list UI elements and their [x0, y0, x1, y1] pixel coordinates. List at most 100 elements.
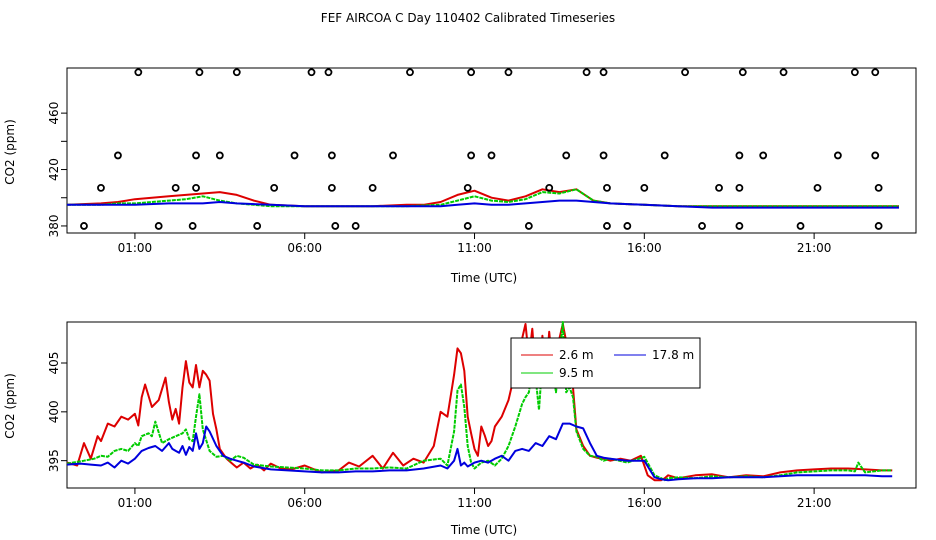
calibration-point — [833, 151, 842, 160]
bottom-series-9.5m-line — [66, 321, 893, 482]
bottom-y-tick-label: 405 — [47, 352, 61, 375]
calibration-point — [738, 68, 747, 77]
calibration-point — [681, 68, 689, 77]
calibration-point — [307, 68, 316, 77]
calibration-point — [331, 222, 340, 230]
bottom-y-label: CO2 (ppm) — [3, 373, 17, 439]
top-y-tick-label: 460 — [47, 102, 61, 125]
bottom-x-tick-label: 06:00 — [287, 496, 322, 510]
calibration-point — [188, 222, 197, 230]
calibration-point — [582, 68, 591, 77]
calibration-point — [97, 183, 105, 192]
calibration-point — [735, 151, 744, 160]
calibration-point — [660, 151, 669, 160]
top-series-blue-line — [67, 199, 899, 209]
top-y-tick-label: 420 — [47, 158, 61, 181]
bottom-x-tick-label: 01:00 — [118, 496, 153, 510]
bottom-x-tick-label: 21:00 — [797, 496, 832, 510]
legend-label-2.6m: 2.6 m — [559, 348, 594, 362]
bottom-series-17.8m-line — [66, 422, 893, 482]
calibration-point — [290, 151, 299, 160]
calibration-point — [524, 222, 533, 230]
legend-label-17.8m: 17.8 m — [652, 348, 694, 362]
top-x-axis: 01:00 06:00 11:00 16:00 21:00 — [118, 233, 832, 255]
calibration-point — [134, 68, 143, 77]
calibration-point — [874, 222, 883, 230]
calibration-point — [813, 183, 822, 192]
top-panel: 01:00 06:00 11:00 16:00 21:00 380 420 460 Time… — [3, 67, 917, 285]
calibration-point — [599, 151, 608, 160]
top-x-tick-label: 21:00 — [797, 241, 832, 255]
calibration-point — [80, 222, 88, 230]
calibration-point — [871, 68, 880, 77]
bottom-y-tick-label: 395 — [47, 449, 61, 472]
calibration-point — [874, 183, 883, 192]
bottom-x-tick-label: 11:00 — [457, 496, 492, 510]
calibration-point — [759, 151, 768, 160]
bottom-y-tick-label: 400 — [47, 400, 61, 423]
legend: 2.6 m 9.5 m 17.8 m — [510, 337, 701, 389]
calibration-point — [389, 151, 397, 160]
top-calibration-points — [80, 68, 883, 230]
calibration-point — [368, 183, 377, 192]
bottom-series-2.6m-line — [66, 323, 893, 482]
bottom-y-axis: 395 400 405 — [47, 352, 67, 472]
legend-label-9.5m: 9.5 m — [559, 366, 594, 380]
bottom-plot-frame — [66, 321, 917, 489]
bottom-x-label: Time (UTC) — [450, 523, 517, 537]
calibration-point — [406, 68, 414, 77]
calibration-point — [735, 183, 744, 192]
calibration-point — [270, 183, 279, 192]
calibration-point — [324, 68, 333, 77]
top-x-tick-label: 11:00 — [457, 241, 492, 255]
top-x-tick-label: 16:00 — [627, 241, 662, 255]
figure-title: FEF AIRCOA C Day 110402 Calibrated Times… — [321, 11, 615, 25]
calibration-point — [327, 151, 336, 160]
calibration-point — [562, 151, 571, 160]
top-x-tick-label: 06:00 — [287, 241, 322, 255]
calibration-point — [232, 68, 241, 77]
calibration-point — [215, 151, 224, 160]
calibration-point — [171, 183, 180, 192]
top-plot-frame — [66, 67, 917, 234]
calibration-point — [735, 222, 744, 230]
calibration-point — [796, 222, 805, 230]
calibration-point — [467, 151, 476, 160]
calibration-point — [850, 68, 859, 77]
legend-box — [510, 337, 701, 389]
calibration-point — [192, 151, 200, 160]
calibration-point — [715, 183, 723, 192]
bottom-panel: 01:00 06:00 11:00 16:00 21:00 395 400 405 Time… — [3, 321, 917, 537]
top-x-tick-label: 01:00 — [118, 241, 153, 255]
calibration-point — [603, 222, 611, 230]
top-y-label: CO2 (ppm) — [3, 119, 17, 185]
calibration-point — [487, 151, 496, 160]
calibration-point — [779, 68, 788, 77]
top-series — [66, 188, 899, 209]
bottom-series — [66, 321, 893, 482]
calibration-point — [871, 151, 880, 160]
calibration-point — [467, 68, 476, 77]
calibration-point — [463, 222, 472, 230]
calibration-point — [253, 222, 262, 230]
top-series-red-line — [66, 188, 899, 208]
calibration-point — [599, 68, 608, 77]
calibration-point — [192, 183, 200, 192]
top-series-green-line — [67, 188, 899, 208]
top-y-axis: 380 420 460 — [47, 102, 67, 237]
calibration-point — [195, 68, 204, 77]
calibration-point — [640, 183, 649, 192]
calibration-point — [114, 151, 122, 160]
calibration-point — [463, 183, 472, 192]
calibration-point — [327, 183, 336, 192]
calibration-point — [603, 183, 611, 192]
bottom-x-axis: 01:00 06:00 11:00 16:00 21:00 — [118, 488, 832, 510]
top-x-label: Time (UTC) — [450, 271, 517, 285]
bottom-x-tick-label: 16:00 — [627, 496, 662, 510]
calibration-point — [698, 222, 706, 230]
calibration-point — [545, 183, 554, 192]
calibration-point — [504, 68, 513, 77]
top-y-tick-label: 380 — [47, 214, 61, 237]
